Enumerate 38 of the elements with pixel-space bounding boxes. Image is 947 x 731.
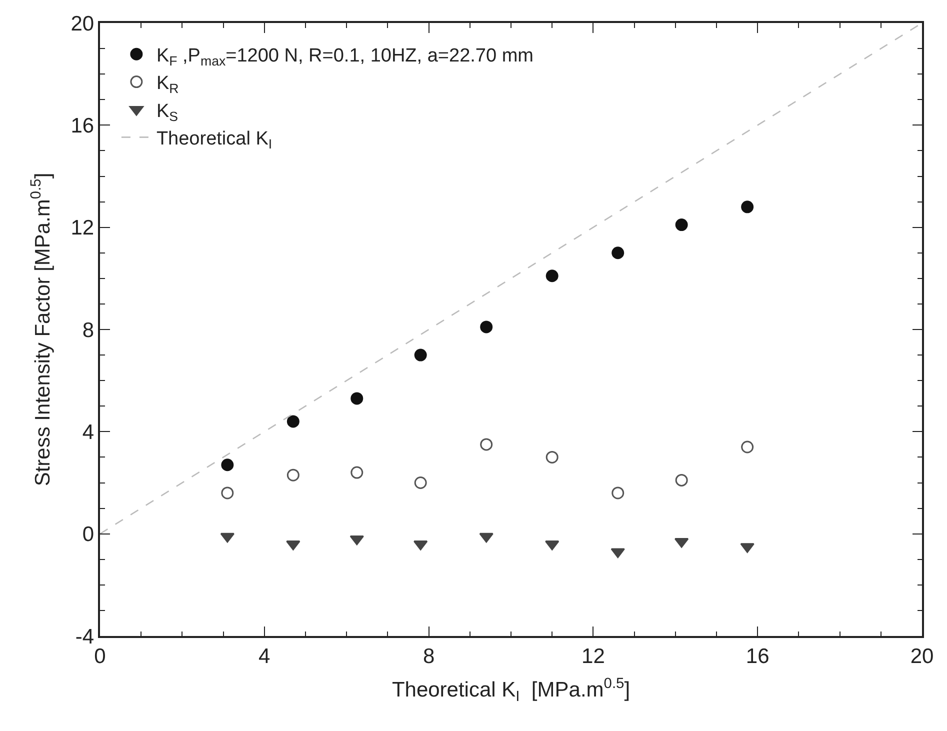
point <box>612 486 624 500</box>
point <box>286 415 300 428</box>
legend-label: K$_{S}$ <box>156 100 178 124</box>
legend-label: Theoretical K$_{I}$ <box>156 128 272 152</box>
point <box>546 450 558 464</box>
point <box>546 270 558 282</box>
point <box>741 440 754 454</box>
x-axis-title: Theoretical K$_{I}$ [MPa.m$^{0.5}$] <box>392 676 630 706</box>
x-tick-label: 8 <box>422 644 435 668</box>
point <box>612 246 624 260</box>
point <box>350 392 364 405</box>
point <box>675 474 688 486</box>
point <box>286 468 300 482</box>
y-tick-label: 20 <box>70 12 94 36</box>
point <box>741 200 754 214</box>
point <box>414 476 427 489</box>
x-tick-label: 20 <box>910 644 934 668</box>
point <box>479 532 494 543</box>
x-tick-label: 4 <box>258 644 271 668</box>
point <box>220 532 235 543</box>
point <box>221 486 234 500</box>
x-tick-label: 16 <box>746 644 770 668</box>
point <box>221 458 234 472</box>
point <box>480 320 493 334</box>
point <box>350 466 364 479</box>
legend-label: K$_{R}$ <box>156 73 179 96</box>
point <box>350 535 364 546</box>
x-tick-label: 12 <box>582 644 605 668</box>
y-tick-label: -4 <box>75 625 94 648</box>
y-tick-label: 0 <box>82 523 94 546</box>
y-tick-label: 12 <box>70 216 94 240</box>
point <box>675 218 688 232</box>
legend-label: K$_{F}$ ,P$_{max}$=1200 N, R=0.1, 10HZ, a=22.70 mm <box>156 46 534 69</box>
y-tick-label: 8 <box>82 318 94 342</box>
y-tick-label: 4 <box>82 421 94 444</box>
point <box>480 438 493 451</box>
point <box>414 348 427 362</box>
y-tick-label: 16 <box>70 114 94 138</box>
